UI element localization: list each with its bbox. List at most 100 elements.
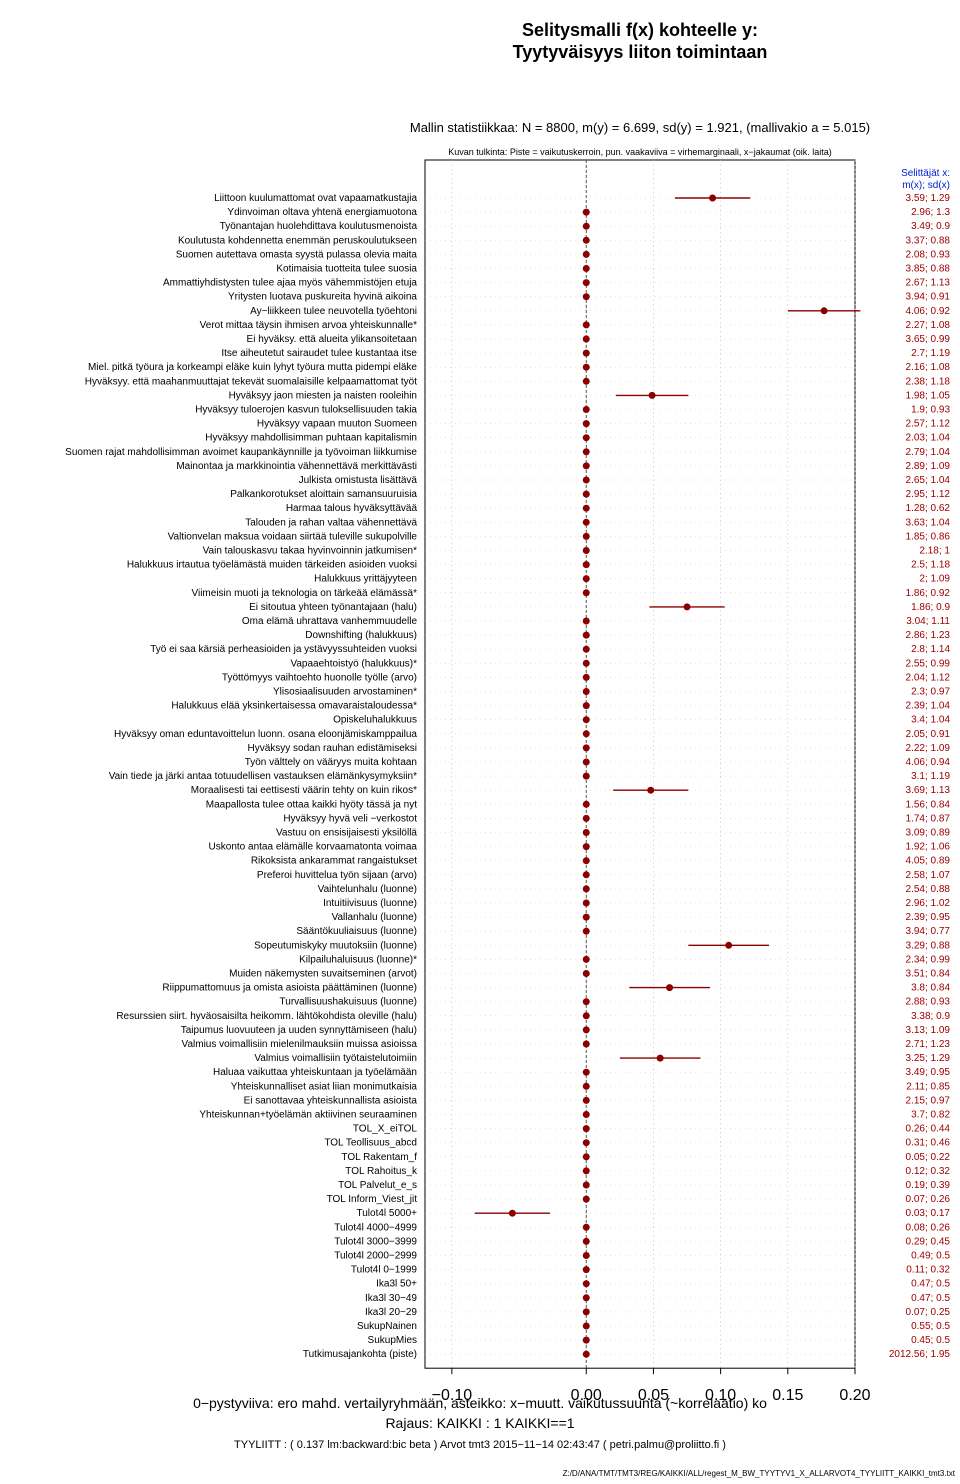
coef-point: [583, 1294, 590, 1301]
row-label: SukupMies: [368, 1335, 417, 1346]
value-header-1: Selittäjät x:: [901, 168, 950, 179]
row-label: Preferoi huvittelua työn sijaan (arvo): [257, 870, 417, 881]
coef-point: [583, 378, 590, 385]
row-value: 2.03; 1.04: [906, 433, 951, 444]
row-label: Vapaaehtoistyö (halukkuus)*: [290, 658, 417, 669]
row-label: Valmius voimallisiin työtaistelutoimiin: [254, 1053, 417, 1064]
coef-point: [583, 857, 590, 864]
row-value: 4.06; 0.94: [906, 757, 951, 768]
row-label: Hyväksyy jaon miesten ja naisten rooleih…: [229, 390, 417, 401]
coef-point: [583, 1224, 590, 1231]
row-label: Miel. pitkä työura ja korkeampi eläke ku…: [88, 362, 417, 373]
footer-3: TYYLIITT : ( 0.137 lm:backward:bic beta …: [234, 1439, 726, 1451]
row-value: 3.63; 1.04: [906, 517, 951, 528]
coef-point: [583, 829, 590, 836]
coef-point: [583, 251, 590, 258]
row-value: 1.86; 0.9: [911, 602, 950, 613]
coef-point: [583, 956, 590, 963]
row-label: Ei hyväksy. että alueita ylikansoitetaan: [247, 334, 417, 345]
row-label: Ika3l 50+: [376, 1279, 417, 1290]
coef-point: [583, 660, 590, 667]
row-value: 3.85; 0.88: [906, 264, 951, 275]
coef-point: [583, 533, 590, 540]
coef-point: [583, 1351, 590, 1358]
row-label: Intuitiivisuus (luonne): [323, 898, 417, 909]
coef-point: [583, 1125, 590, 1132]
row-value: 1.85; 0.86: [906, 531, 951, 542]
coef-point: [709, 195, 716, 202]
coef-point: [583, 1026, 590, 1033]
row-value: 2.08; 0.93: [906, 249, 951, 260]
coef-point: [684, 603, 691, 610]
row-label: SukupNainen: [357, 1321, 417, 1332]
coef-point: [725, 942, 732, 949]
coef-point: [583, 1238, 590, 1245]
row-value: 0.11; 0.32: [906, 1265, 950, 1276]
row-value: 2.3; 0.97: [911, 687, 950, 698]
coef-point: [509, 1210, 516, 1217]
row-value: 3.94; 0.91: [906, 292, 951, 303]
row-label: Hyväksyy mahdollisimman puhtaan kapitali…: [205, 433, 417, 444]
coef-point: [583, 1280, 590, 1287]
interpret-line: Kuvan tulkinta: Piste = vaikutuskerroin,…: [448, 147, 831, 157]
coef-point: [583, 1041, 590, 1048]
row-label: TOL Teollisuus_abcd: [324, 1138, 417, 1149]
row-value: 2.05; 0.91: [906, 729, 951, 740]
row-value: 3.38; 0.9: [911, 1011, 950, 1022]
row-value: 2.88; 0.93: [906, 997, 951, 1008]
row-value: 3.94; 0.77: [906, 926, 951, 937]
row-label: Tulot4l 3000−3999: [334, 1236, 417, 1247]
row-value: 4.06; 0.92: [906, 306, 951, 317]
row-label: Downshifting (halukkuus): [305, 630, 417, 641]
row-value: 0.19; 0.39: [906, 1180, 951, 1191]
row-label: Harmaa talous hyväksyttävää: [286, 503, 418, 514]
row-label: Julkista omistusta lisättävä: [299, 475, 418, 486]
coef-point: [583, 1097, 590, 1104]
row-label: Ylisosiaalisuuden arvostaminen*: [273, 687, 417, 698]
row-label: Hyväksyy. että maahanmuuttajat tekevät s…: [85, 376, 417, 387]
row-label: Työ ei saa kärsiä perheasioiden ja ystäv…: [150, 644, 417, 655]
row-label: Ydinvoiman oltava yhtenä energiamuotona: [227, 207, 417, 218]
coef-point: [583, 885, 590, 892]
coef-point: [666, 984, 673, 991]
row-label: TOL Inform_Viest_jit: [327, 1194, 418, 1205]
row-value: 2.34; 0.99: [906, 954, 951, 965]
coef-point: [583, 448, 590, 455]
coef-point: [583, 462, 590, 469]
row-value: 2.96; 1.3: [911, 207, 950, 218]
coef-point: [583, 1139, 590, 1146]
row-value: 2.39; 1.04: [906, 701, 951, 712]
row-label: Yritysten luotava puskureita hyvinä aiko…: [228, 292, 417, 303]
row-value: 0.08; 0.26: [906, 1222, 951, 1233]
row-value: 0.29; 0.45: [906, 1236, 951, 1247]
row-value: 2012.56; 1.95: [889, 1349, 951, 1360]
row-value: 2.79; 1.04: [906, 447, 951, 458]
row-value: 3.51; 0.84: [906, 969, 951, 980]
coef-point: [583, 406, 590, 413]
row-label: Sopeutumiskyky muutoksiin (luonne): [254, 940, 417, 951]
coef-point: [583, 1252, 590, 1259]
coef-point: [583, 674, 590, 681]
row-value: 1.92; 1.06: [906, 842, 951, 853]
row-value: 2.71; 1.23: [906, 1039, 951, 1050]
row-value: 0.12; 0.32: [906, 1166, 951, 1177]
coef-point: [583, 1323, 590, 1330]
coef-point: [583, 815, 590, 822]
coef-point: [583, 1196, 590, 1203]
row-value: 3.13; 1.09: [906, 1025, 951, 1036]
coef-point: [583, 843, 590, 850]
row-label: Ika3l 20−29: [365, 1307, 417, 1318]
row-value: 2.18; 1: [919, 546, 950, 557]
row-value: 2.67; 1.13: [906, 278, 951, 289]
row-label: Muiden näkemysten suvaitseminen (arvot): [229, 969, 417, 980]
coef-point: [583, 1111, 590, 1118]
row-label: Viimeisin muoti ja teknologia on tärkeää…: [192, 588, 418, 599]
row-label: Vastuu on ensisijaisesti yksilöllä: [276, 828, 417, 839]
row-value: 0.07; 0.25: [906, 1307, 951, 1318]
row-label: Vain tiede ja järki antaa totuudellisen …: [109, 771, 417, 782]
row-value: 2.96; 1.02: [906, 898, 951, 909]
row-value: 0.47; 0.5: [911, 1293, 950, 1304]
coef-point: [583, 688, 590, 695]
row-value: 2.86; 1.23: [906, 630, 951, 641]
coef-point: [583, 646, 590, 653]
